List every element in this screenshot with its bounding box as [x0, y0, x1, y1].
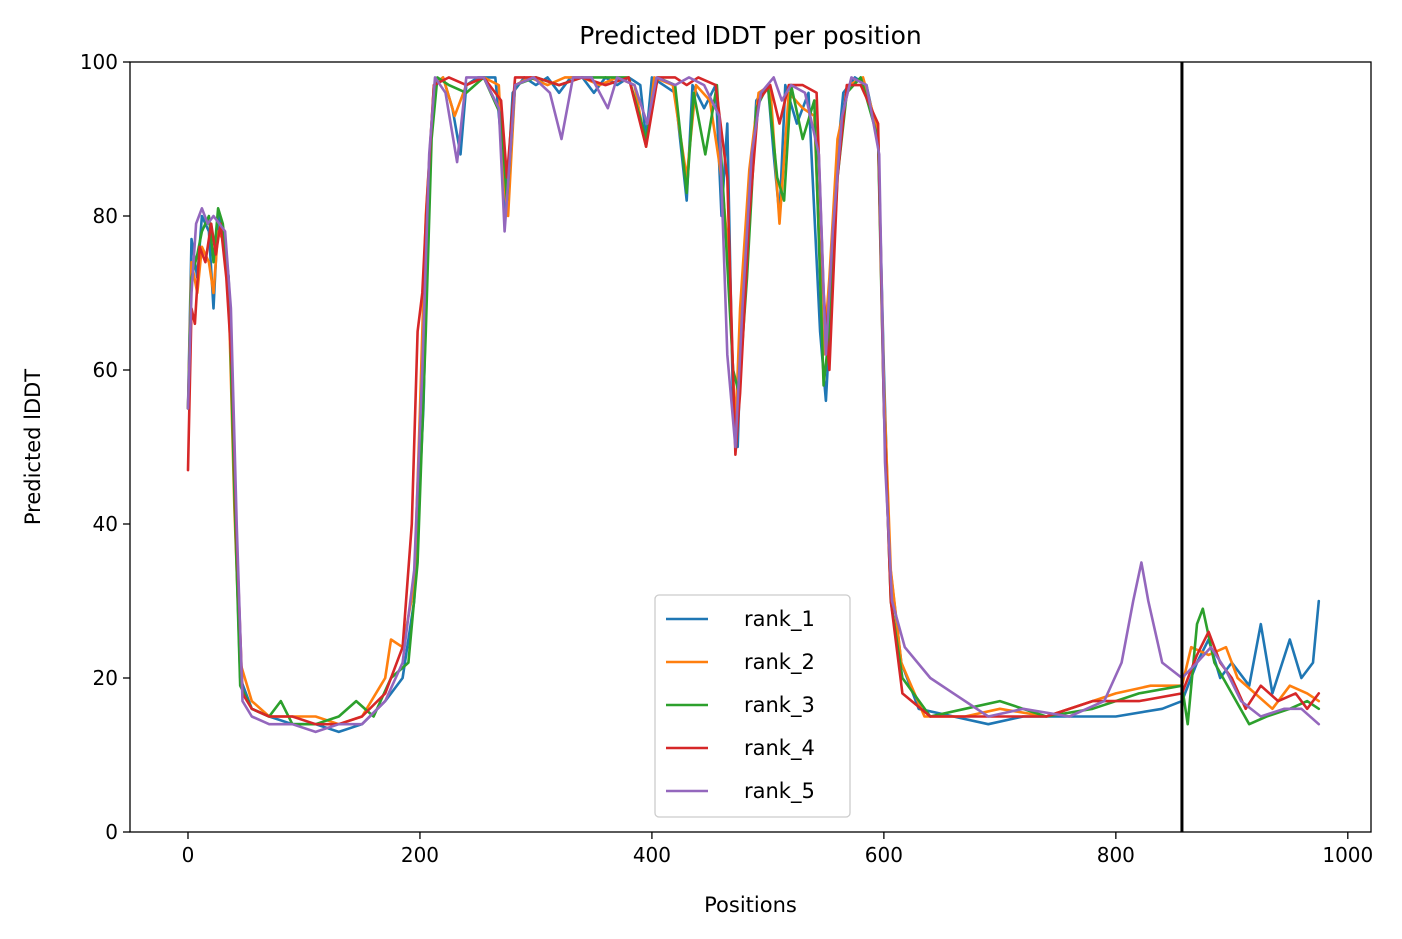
- chart-title: Predicted lDDT per position: [579, 21, 921, 50]
- legend-label: rank_3: [744, 693, 815, 718]
- x-axis: 0 200 400 600 800 1000: [182, 832, 1373, 867]
- legend-label: rank_2: [744, 650, 815, 675]
- x-tick-label: 400: [633, 843, 671, 867]
- y-axis-label: Predicted lDDT: [21, 369, 45, 525]
- legend-label: rank_1: [744, 607, 815, 632]
- legend-box: [654, 594, 851, 818]
- y-tick-label: 100: [80, 50, 118, 74]
- plot-frame: [129, 61, 1372, 833]
- y-tick-label: 20: [93, 666, 118, 690]
- legend: rank_1 rank_2 rank_3 rank_4 rank_5: [654, 594, 851, 818]
- x-axis-label: Positions: [704, 893, 797, 917]
- x-tick-label: 0: [182, 843, 195, 867]
- series-line-rank-5: [186, 76, 1321, 734]
- y-axis: 0 20 40 60 80 100: [80, 50, 130, 844]
- x-tick-label: 200: [401, 843, 439, 867]
- y-tick-label: 60: [93, 358, 118, 382]
- y-tick-label: 0: [105, 820, 118, 844]
- x-tick-label: 600: [865, 843, 903, 867]
- x-tick-label: 800: [1097, 843, 1135, 867]
- x-tick-label: 1000: [1322, 843, 1373, 867]
- series-line-rank-3: [186, 76, 1321, 726]
- legend-label: rank_4: [744, 736, 815, 761]
- legend-label: rank_5: [744, 779, 815, 804]
- series-layer: [186, 76, 1321, 734]
- y-tick-label: 80: [93, 204, 118, 228]
- y-tick-label: 40: [93, 512, 118, 536]
